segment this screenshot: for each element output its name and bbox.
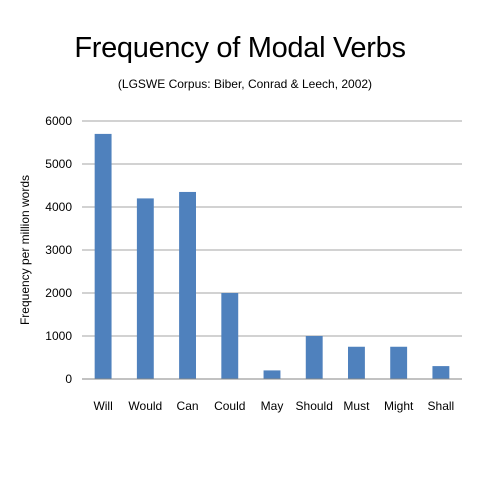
bars <box>94 133 450 379</box>
bar-shall <box>432 366 450 379</box>
y-axis-title: Frequency per million words <box>18 175 32 325</box>
x-tick-label: Will <box>93 399 112 413</box>
y-tick-label: 1000 <box>45 329 72 343</box>
x-tick-label: Could <box>214 399 245 413</box>
x-tick-label: Shall <box>428 399 455 413</box>
x-tick-label: Can <box>177 399 199 413</box>
bar-will <box>94 133 112 379</box>
y-tick-label: 2000 <box>45 286 72 300</box>
y-tick-label: 5000 <box>45 157 72 171</box>
bar-must <box>348 346 365 379</box>
x-tick-label: Should <box>296 399 333 413</box>
y-tick-label: 3000 <box>45 243 72 257</box>
chart-subtitle: (LGSWE Corpus: Biber, Conrad & Leech, 20… <box>117 77 373 91</box>
x-tick-label: May <box>261 399 284 413</box>
y-tick-label: 6000 <box>45 114 72 128</box>
bar-would <box>136 198 154 379</box>
gridlines <box>82 120 462 337</box>
y-tick-label: 0 <box>65 372 72 386</box>
chart-title: Frequency of Modal Verbs <box>74 32 406 64</box>
bar-could <box>221 293 239 379</box>
x-tick-label: Would <box>128 399 162 413</box>
bar-should <box>305 336 323 379</box>
x-tick-labels: Will Would Can Could May Should Must Might Shall <box>93 399 454 413</box>
bar-can <box>179 191 196 379</box>
bar-might <box>390 346 408 379</box>
bar-may <box>263 370 281 379</box>
x-tick-label: Might <box>384 399 414 413</box>
y-tick-label: 4000 <box>45 200 72 214</box>
y-tick-labels: 0 1000 2000 3000 4000 5000 6000 <box>45 114 72 386</box>
x-tick-label: Must <box>343 399 370 413</box>
